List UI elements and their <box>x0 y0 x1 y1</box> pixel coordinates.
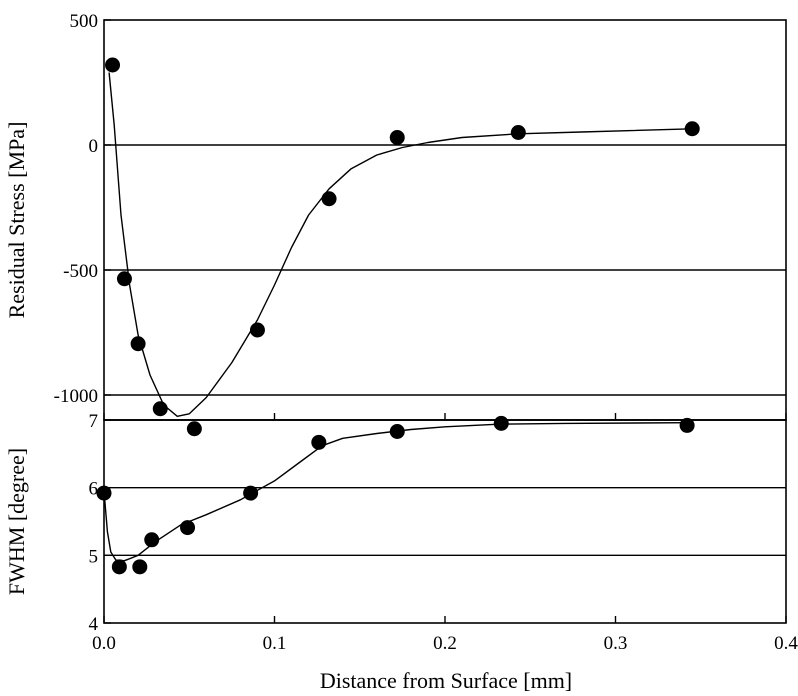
stress-plot-frame <box>103 19 787 421</box>
fwhm-data-point <box>180 520 196 536</box>
stress-fit-curve <box>108 72 693 417</box>
fwhm-data-point <box>144 532 160 548</box>
stress-y-tick-label: 500 <box>70 11 99 32</box>
fwhm-y-tick-label: 7 <box>89 411 99 432</box>
fwhm-panel: 7 6 5 40.0 0.1 0.2 0.3 0.4 FWHM [degree] <box>4 411 798 654</box>
fwhm-y-tick-label: 6 <box>89 479 99 500</box>
fwhm-data-point <box>311 434 327 450</box>
fwhm-fit-curve <box>103 422 688 562</box>
fwhm-data-point <box>493 415 509 431</box>
x-axis-title: Distance from Surface [mm] <box>320 668 572 693</box>
x-tick-label: 0.1 <box>263 633 287 654</box>
fwhm-data-point <box>243 485 259 501</box>
stress-data-point <box>249 322 265 338</box>
fwhm-data-point <box>132 559 148 575</box>
stress-y-tick-label: 0 <box>89 136 99 157</box>
stress-data-point <box>130 336 146 352</box>
stress-y-axis-title: Residual Stress [MPa] <box>4 122 29 319</box>
fwhm-data-point <box>111 559 127 575</box>
x-tick-label: 0.2 <box>433 633 457 654</box>
stress-data-point <box>389 130 405 145</box>
stress-data-point <box>105 57 121 73</box>
stress-data-point <box>186 421 202 437</box>
x-tick-label: 0.0 <box>92 633 116 654</box>
stress-data-point <box>152 401 168 417</box>
stress-data-point <box>116 271 132 287</box>
stress-y-tick-label: -1000 <box>54 386 98 407</box>
fwhm-y-axis-title: FWHM [degree] <box>4 448 29 595</box>
stress-data-point <box>684 121 700 137</box>
fwhm-y-tick-label: 5 <box>89 546 99 567</box>
stress-data-point <box>510 125 526 140</box>
stress-y-tick-label: -500 <box>63 261 98 282</box>
stress-data-point <box>321 191 337 207</box>
x-tick-label: 0.4 <box>774 633 798 654</box>
fwhm-data-point <box>679 417 695 433</box>
fwhm-y-tick-label: 4 <box>89 614 99 635</box>
fwhm-plot-frame <box>103 419 787 624</box>
fwhm-data-point <box>96 485 112 501</box>
fwhm-data-point <box>389 424 405 440</box>
stress-panel: 500 0 -500 -1000 Residual Stress [MPa] <box>4 11 787 437</box>
x-tick-label: 0.3 <box>604 633 628 654</box>
